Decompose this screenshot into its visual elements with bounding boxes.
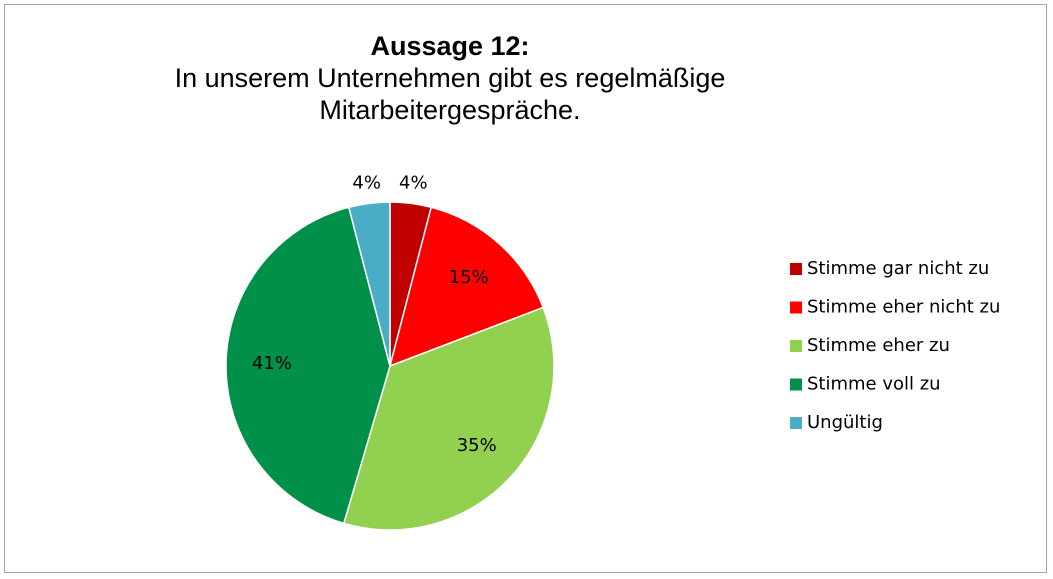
data-label: 4%: [352, 172, 381, 193]
data-label: 15%: [449, 267, 489, 288]
legend-label: Stimme eher nicht zu: [807, 297, 1000, 318]
pie-slice: [342, 306, 555, 531]
legend-label: Stimme voll zu: [807, 374, 941, 395]
legend-label: Stimme gar nicht zu: [807, 258, 989, 279]
chart-subtitle: In unserem Unternehmen gibt es regelmäßi…: [174, 63, 726, 125]
legend-swatch: [790, 417, 802, 429]
legend-swatch: [790, 301, 802, 314]
legend-swatch: [790, 263, 802, 275]
chart-title: Aussage 12:: [370, 31, 530, 61]
pie-slice: [388, 206, 545, 368]
legend-label: Ungültig: [807, 412, 883, 433]
chart-border: [4, 4, 1047, 573]
legend-swatch: [790, 340, 802, 352]
data-label: 35%: [457, 435, 497, 456]
data-label: 4%: [399, 172, 428, 193]
data-label: 41%: [252, 353, 292, 374]
title-block: Aussage 12: In unserem Unternehmen gibt …: [170, 30, 730, 126]
pie-slice: [347, 201, 391, 367]
pie-slice: [225, 206, 391, 525]
legend-swatch: [790, 378, 802, 391]
legend-label: Stimme eher zu: [807, 335, 950, 356]
